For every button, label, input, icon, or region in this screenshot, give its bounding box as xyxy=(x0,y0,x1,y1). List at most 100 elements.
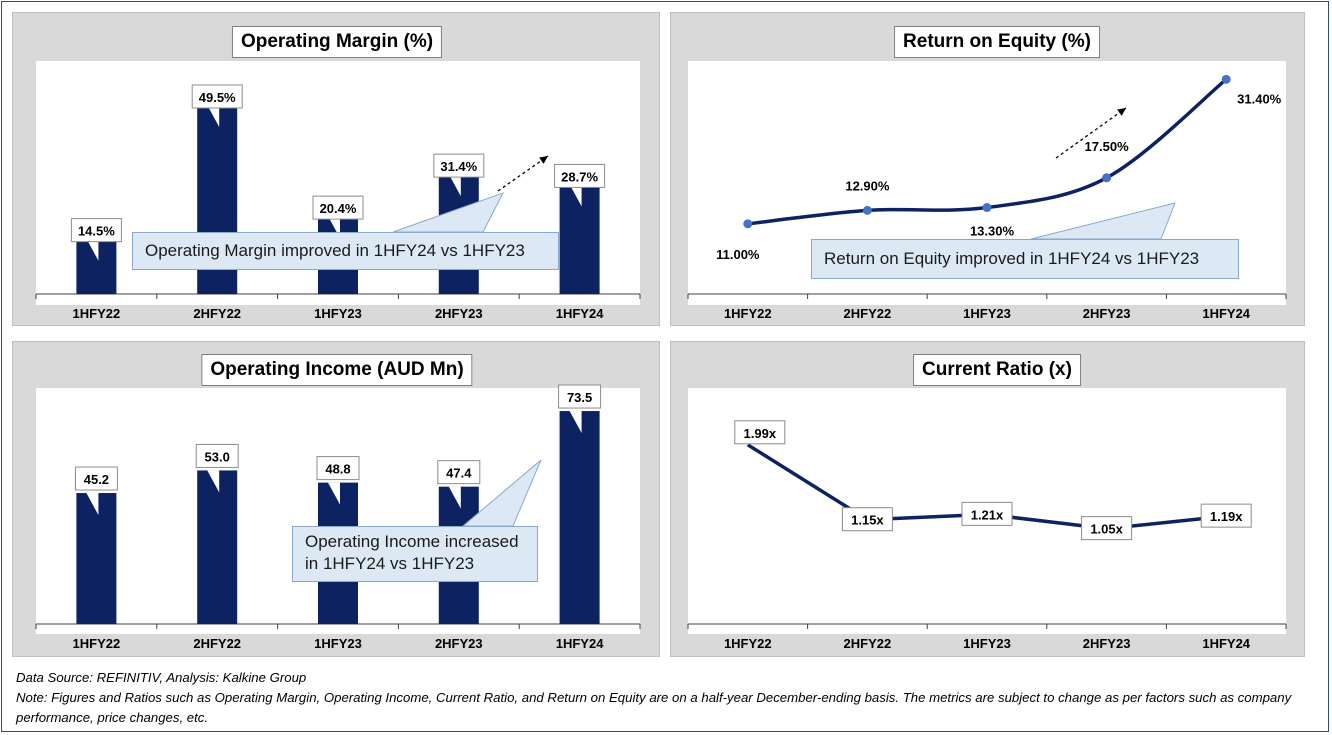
operating-margin-panel: 1HFY22 2HFY22 1HFY23 2HFY23 1HFY24 14.5% 49.5%… xyxy=(12,12,660,326)
x-tick-label: 2HFY23 xyxy=(1083,636,1131,651)
x-tick-label: 2HFY22 xyxy=(193,306,241,321)
line-point xyxy=(862,205,872,215)
data-label: 31.4% xyxy=(433,153,485,178)
x-tick-label: 2HFY23 xyxy=(1083,306,1131,321)
x-tick-label: 1HFY23 xyxy=(314,306,362,321)
x-tick-label: 1HFY24 xyxy=(556,306,604,321)
operating-margin-chart: 1HFY22 2HFY22 1HFY23 2HFY23 1HFY24 14.5% 49.5%… xyxy=(35,84,641,321)
callout-box: Return on Equity improved in 1HFY24 vs 1… xyxy=(811,239,1239,279)
trend-arrow-icon xyxy=(497,155,549,192)
data-source-text: Data Source: REFINITIV, Analysis: Kalkin… xyxy=(16,670,307,685)
label-box xyxy=(734,420,786,445)
data-label: 73.5 xyxy=(558,384,602,409)
label-pointer xyxy=(569,411,582,434)
label-box xyxy=(1081,516,1133,541)
line-point xyxy=(982,203,992,213)
data-label-text: 73.5 xyxy=(567,390,592,405)
chart-title: Operating Income (AUD Mn) xyxy=(201,354,473,386)
return-on-equity-panel: 1HFY22 2HFY22 1HFY23 2HFY23 1HFY24 11.00% 12.9… xyxy=(670,12,1305,326)
x-tick-label: 1HFY24 xyxy=(1202,636,1250,651)
x-tick-label: 1HFY22 xyxy=(724,306,772,321)
data-label-text: 48.8 xyxy=(325,462,350,477)
callout-box: Operating Margin improved in 1HFY24 vs 1… xyxy=(132,232,559,270)
trend-arrow-icon xyxy=(1055,107,1127,159)
callout-pointer xyxy=(1030,202,1176,240)
data-label: 20.4% xyxy=(312,195,364,220)
operating-income-panel: 1HFY22 2HFY22 1HFY23 2HFY23 1HFY24 45.2 53.0 48… xyxy=(12,341,660,657)
data-label: 11.00% xyxy=(716,247,760,262)
footer: Data Source: REFINITIV, Analysis: Kalkin… xyxy=(16,668,1322,728)
label-box xyxy=(70,218,122,243)
data-label-text: 28.7% xyxy=(561,169,598,184)
label-pointer xyxy=(448,174,461,197)
x-tick-label: 1HFY24 xyxy=(1202,306,1250,321)
data-label: 13.30% xyxy=(970,224,1015,239)
x-tick-label: 2HFY23 xyxy=(435,636,483,651)
note-text: Note: Figures and Ratios such as Operati… xyxy=(16,690,1292,725)
bar xyxy=(559,411,600,624)
data-label: 48.8 xyxy=(316,456,360,481)
data-label-text: 1.15x xyxy=(851,513,884,528)
x-tick-label: 1HFY23 xyxy=(963,306,1011,321)
data-label-text: 31.4% xyxy=(440,159,477,174)
line-point xyxy=(1221,74,1231,84)
x-tick-label: 1HFY22 xyxy=(73,636,121,651)
chart-title: Current Ratio (x) xyxy=(913,354,1081,386)
data-label: 1.99x xyxy=(734,420,786,445)
x-tick-label: 1HFY24 xyxy=(556,636,604,651)
chart-title: Operating Margin (%) xyxy=(231,26,443,58)
data-label: 31.40% xyxy=(1237,91,1282,106)
data-label: 1.15x xyxy=(841,507,893,532)
current-ratio-panel: 1HFY22 2HFY22 1HFY23 2HFY23 1HFY24 1.99x 1.15x… xyxy=(670,341,1305,657)
data-label: 53.0 xyxy=(195,443,239,468)
label-box xyxy=(1200,503,1252,528)
data-label-text: 1.21x xyxy=(971,507,1004,522)
callout-box: Operating Income increased in 1HFY24 vs … xyxy=(292,526,538,582)
label-box xyxy=(841,507,893,532)
x-tick-label: 1HFY22 xyxy=(73,306,121,321)
label-box xyxy=(554,163,606,188)
data-label: 14.5% xyxy=(70,218,122,243)
label-pointer xyxy=(86,493,99,516)
label-box xyxy=(312,195,364,220)
bar xyxy=(197,470,238,624)
data-label: 47.4 xyxy=(437,460,481,485)
label-pointer xyxy=(448,486,461,509)
operating-income-chart: 1HFY22 2HFY22 1HFY23 2HFY23 1HFY24 45.2 53.0 48… xyxy=(35,384,641,651)
return-on-equity-chart: 1HFY22 2HFY22 1HFY23 2HFY23 1HFY24 11.00% 12.9… xyxy=(687,74,1287,321)
data-label: 1.05x xyxy=(1081,516,1133,541)
data-label-text: 1.99x xyxy=(744,426,777,441)
label-box xyxy=(961,501,1013,526)
chart-title: Return on Equity (%) xyxy=(894,26,1100,58)
label-pointer xyxy=(569,184,582,207)
data-label-text: 1.05x xyxy=(1090,522,1123,537)
data-label-text: 45.2 xyxy=(84,472,109,487)
line-point xyxy=(743,219,753,229)
label-pointer xyxy=(328,482,340,505)
data-label-text: 20.4% xyxy=(320,201,357,216)
x-tick-label: 2HFY22 xyxy=(844,306,892,321)
label-pointer xyxy=(86,238,99,261)
x-tick-label: 1HFY23 xyxy=(314,636,362,651)
label-box xyxy=(191,84,243,109)
line-point xyxy=(1102,173,1112,183)
data-label: 1.19x xyxy=(1200,503,1252,528)
data-label-text: 49.5% xyxy=(199,90,236,105)
x-tick-label: 2HFY23 xyxy=(435,306,483,321)
label-pointer xyxy=(207,470,220,493)
data-label-text: 14.5% xyxy=(78,224,115,239)
data-label: 17.50% xyxy=(1085,139,1130,154)
series-line xyxy=(747,77,1228,226)
data-label-text: 1.19x xyxy=(1210,509,1243,524)
data-label: 1.21x xyxy=(961,501,1013,526)
bar xyxy=(76,493,117,624)
data-label-text: 47.4 xyxy=(446,466,472,481)
label-box xyxy=(437,460,481,485)
label-box xyxy=(74,466,118,491)
data-label: 49.5% xyxy=(191,84,243,109)
label-box xyxy=(558,384,602,409)
label-pointer xyxy=(207,105,220,127)
data-label-text: 53.0 xyxy=(205,449,230,464)
x-tick-label: 1HFY22 xyxy=(724,636,772,651)
